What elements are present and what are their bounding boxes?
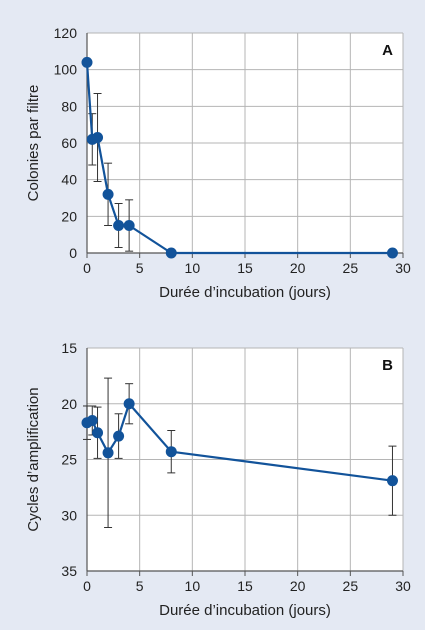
x-axis-title: Durée d’incubation (jours): [159, 284, 331, 301]
panel-label: A: [382, 42, 393, 59]
x-tick-label: 5: [136, 260, 144, 276]
x-tick-label: 15: [237, 578, 253, 594]
x-tick-label: 0: [83, 260, 91, 276]
y-tick-label: 40: [61, 172, 77, 188]
data-point: [102, 447, 114, 459]
x-tick-label: 10: [185, 578, 201, 594]
y-tick-label: 35: [61, 563, 77, 579]
y-axis-title: Cycles d’amplification: [25, 387, 42, 531]
x-tick-label: 15: [237, 260, 253, 276]
data-point: [165, 247, 177, 259]
y-axis-title: Colonies par filtre: [25, 85, 42, 202]
x-tick-label: 0: [83, 578, 91, 594]
data-point: [165, 446, 177, 458]
x-axis-title: Durée d’incubation (jours): [159, 602, 331, 619]
data-point: [386, 475, 398, 487]
x-tick-label: 5: [136, 578, 144, 594]
y-tick-label: 60: [61, 135, 77, 151]
x-tick-label: 30: [395, 578, 411, 594]
data-point: [86, 414, 98, 426]
x-tick-label: 20: [290, 260, 306, 276]
panel-a-chart: 0 5 10 15 20 25 30 0 20 40 60 80 100 120 Durée d’incub…: [25, 25, 411, 301]
data-point: [113, 220, 125, 231]
x-tick-label: 30: [395, 260, 411, 276]
data-point: [102, 188, 114, 200]
x-tick-label: 20: [290, 578, 306, 594]
x-tick-label: 25: [343, 578, 359, 594]
y-tick-label: 80: [61, 98, 77, 114]
y-tick-label: 20: [61, 396, 77, 412]
y-tick-label: 0: [69, 245, 77, 261]
data-point: [123, 220, 135, 231]
x-tick-label: 25: [343, 260, 359, 276]
data-point: [92, 427, 104, 439]
y-tick-label: 100: [54, 62, 78, 78]
y-tick-label: 120: [54, 25, 78, 41]
y-tick-label: 30: [61, 507, 77, 523]
data-point: [123, 398, 135, 410]
panel-label: B: [382, 357, 393, 374]
data-point: [92, 132, 104, 143]
x-tick-label: 10: [185, 260, 201, 276]
data-point: [113, 430, 125, 442]
y-tick-label: 15: [61, 340, 77, 356]
data-point: [81, 56, 93, 68]
y-tick-label: 25: [61, 452, 77, 468]
y-tick-label: 20: [61, 208, 77, 224]
data-point: [386, 247, 398, 259]
panel-b-chart: 0 5 10 15 20 25 30 15 20 25 30 35 Durée d’incubation…: [25, 340, 411, 619]
